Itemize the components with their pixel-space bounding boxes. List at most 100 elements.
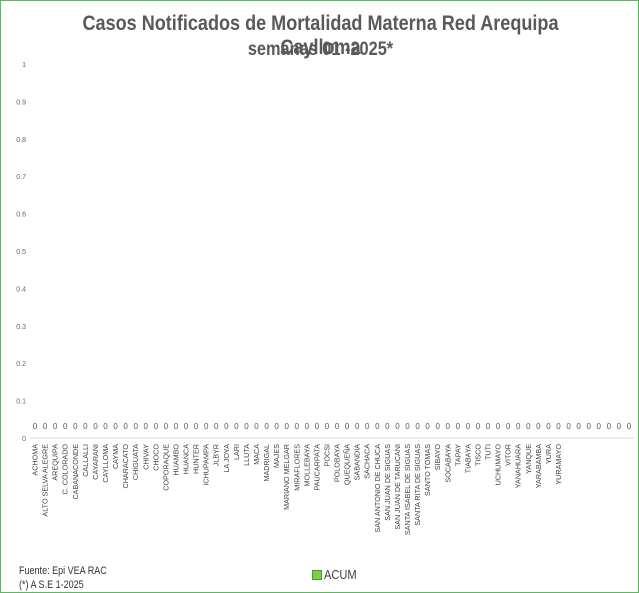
data-label: 0	[204, 422, 209, 431]
y-tick-label: 0.2	[16, 361, 26, 368]
data-label: 0	[415, 422, 420, 431]
data-label: 0	[305, 422, 310, 431]
data-label: 0	[103, 422, 108, 431]
data-label: 0	[607, 422, 612, 431]
data-label: 0	[617, 422, 622, 431]
data-label: 0	[133, 422, 138, 431]
data-label: 0	[526, 422, 531, 431]
data-label: 0	[546, 422, 551, 431]
x-tick-label: HUNTER	[192, 444, 201, 474]
y-tick-label: 0.9	[16, 99, 26, 106]
footnote: (*) A S.E 1-2025	[19, 579, 84, 591]
data-label: 0	[385, 422, 390, 431]
data-label: 0	[536, 422, 541, 431]
x-tick-label: SANTO TOMAS	[423, 444, 432, 496]
data-label: 0	[63, 422, 68, 431]
x-tick-label: SAN JUAN DE TARUCANI	[393, 444, 402, 530]
data-label: 0	[586, 422, 591, 431]
y-tick-label: 0	[22, 436, 26, 443]
x-axis: ACHOMA ALTO SELVA ALEGRE AREQUIPA C. COLORA…	[30, 437, 634, 535]
data-label: 0	[214, 422, 219, 431]
x-tick-label: YURA	[544, 444, 553, 464]
data-label: 0	[93, 422, 98, 431]
x-tick-label: TISCO	[473, 444, 482, 466]
x-tick-label: CABANACONDE	[71, 444, 80, 500]
x-tick-label: YANQUE	[524, 444, 533, 474]
y-tick-label: 0.5	[16, 249, 26, 256]
x-tick-label: LA JOYA	[222, 444, 231, 473]
data-label: 0	[113, 422, 118, 431]
x-tick-label: HUAMBO	[171, 444, 180, 476]
data-label: 0	[224, 422, 229, 431]
data-label: 0	[254, 422, 259, 431]
data-label: 0	[446, 422, 451, 431]
data-label: 0	[435, 422, 440, 431]
x-tick-label: MARIANO MELGAR	[282, 444, 291, 510]
x-tick-label: VITOR	[504, 444, 513, 466]
x-tick-label: C. COLORADO	[61, 444, 70, 495]
x-tick-label: YARABAMBA	[534, 444, 543, 488]
x-tick-label: TAPAY	[453, 444, 462, 466]
x-tick-label: CHARACATO	[121, 444, 130, 489]
data-label: 0	[164, 422, 169, 431]
data-label: 0	[174, 422, 179, 431]
data-label: 0	[43, 422, 48, 431]
data-label: 0	[144, 422, 149, 431]
data-label: 0	[123, 422, 128, 431]
x-tick-label: SACHACA	[363, 444, 372, 479]
data-label: 0	[405, 422, 410, 431]
x-tick-label: YURAMAYO	[554, 444, 563, 485]
x-tick-label: SIBAYO	[433, 444, 442, 471]
y-tick-label: 0.4	[16, 286, 26, 293]
data-label: 0	[53, 422, 58, 431]
legend-swatch	[312, 569, 322, 580]
data-label: 0	[425, 422, 430, 431]
data-label: 0	[486, 422, 491, 431]
data-label: 0	[73, 422, 78, 431]
data-label: 0	[466, 422, 471, 431]
data-label: 0	[516, 422, 521, 431]
x-tick-label: COPORAQUE	[161, 444, 170, 491]
data-label: 0	[264, 422, 269, 431]
x-tick-label: CHOCO	[151, 444, 160, 471]
x-tick-label: AREQUIPA	[51, 444, 60, 481]
x-tick-label: POLOBAYA	[333, 444, 342, 482]
x-tick-label: MACA	[252, 444, 261, 465]
data-label: 0	[506, 422, 511, 431]
data-label: 0	[83, 422, 88, 431]
x-tick-label: LLUTA	[242, 444, 251, 466]
x-tick-label: SABANDIA	[353, 444, 362, 481]
x-tick-label: CAYLLOMA	[101, 444, 110, 483]
legend-label: ACUM	[324, 567, 357, 582]
data-label: 0	[576, 422, 581, 431]
x-tick-label: LARI	[232, 444, 241, 460]
x-tick-label: MOLLEBAYA	[302, 444, 311, 487]
chart-subtitle: semanas 01 -2025*	[247, 39, 394, 60]
data-label: 0	[33, 422, 38, 431]
x-tick-label: MAJES	[272, 444, 281, 468]
data-label: 0	[315, 422, 320, 431]
y-tick-label: 0.6	[16, 212, 26, 219]
x-tick-label: HUANCA	[182, 444, 191, 475]
data-label: 0	[496, 422, 501, 431]
x-tick-label: CHIVAY	[141, 444, 150, 470]
chart-title: Casos Notificados de Mortalidad Materna …	[82, 12, 559, 59]
x-tick-label: CAYMA	[111, 444, 120, 469]
data-label: 0	[476, 422, 481, 431]
data-label: 0	[345, 422, 350, 431]
y-axis: 0 0.1 0.2 0.3 0.4 0.5 0.6 0.7 0.8 0.9 1	[16, 62, 26, 443]
y-tick-label: 0.3	[16, 324, 26, 331]
y-tick-label: 1	[22, 62, 26, 69]
data-label: 0	[284, 422, 289, 431]
x-tick-label: ICHUPAMPA	[202, 444, 211, 486]
data-label: 0	[234, 422, 239, 431]
data-label: 0	[566, 422, 571, 431]
x-tick-label: CALLALLI	[81, 444, 90, 477]
x-tick-label: POCSI	[322, 444, 331, 466]
x-tick-label: SOCABAYA	[443, 444, 452, 483]
x-tick-label: CHIGUATA	[131, 444, 140, 480]
x-tick-label: TUTI	[484, 444, 493, 460]
source-note: Fuente: Epi VEA RAC	[19, 565, 107, 577]
